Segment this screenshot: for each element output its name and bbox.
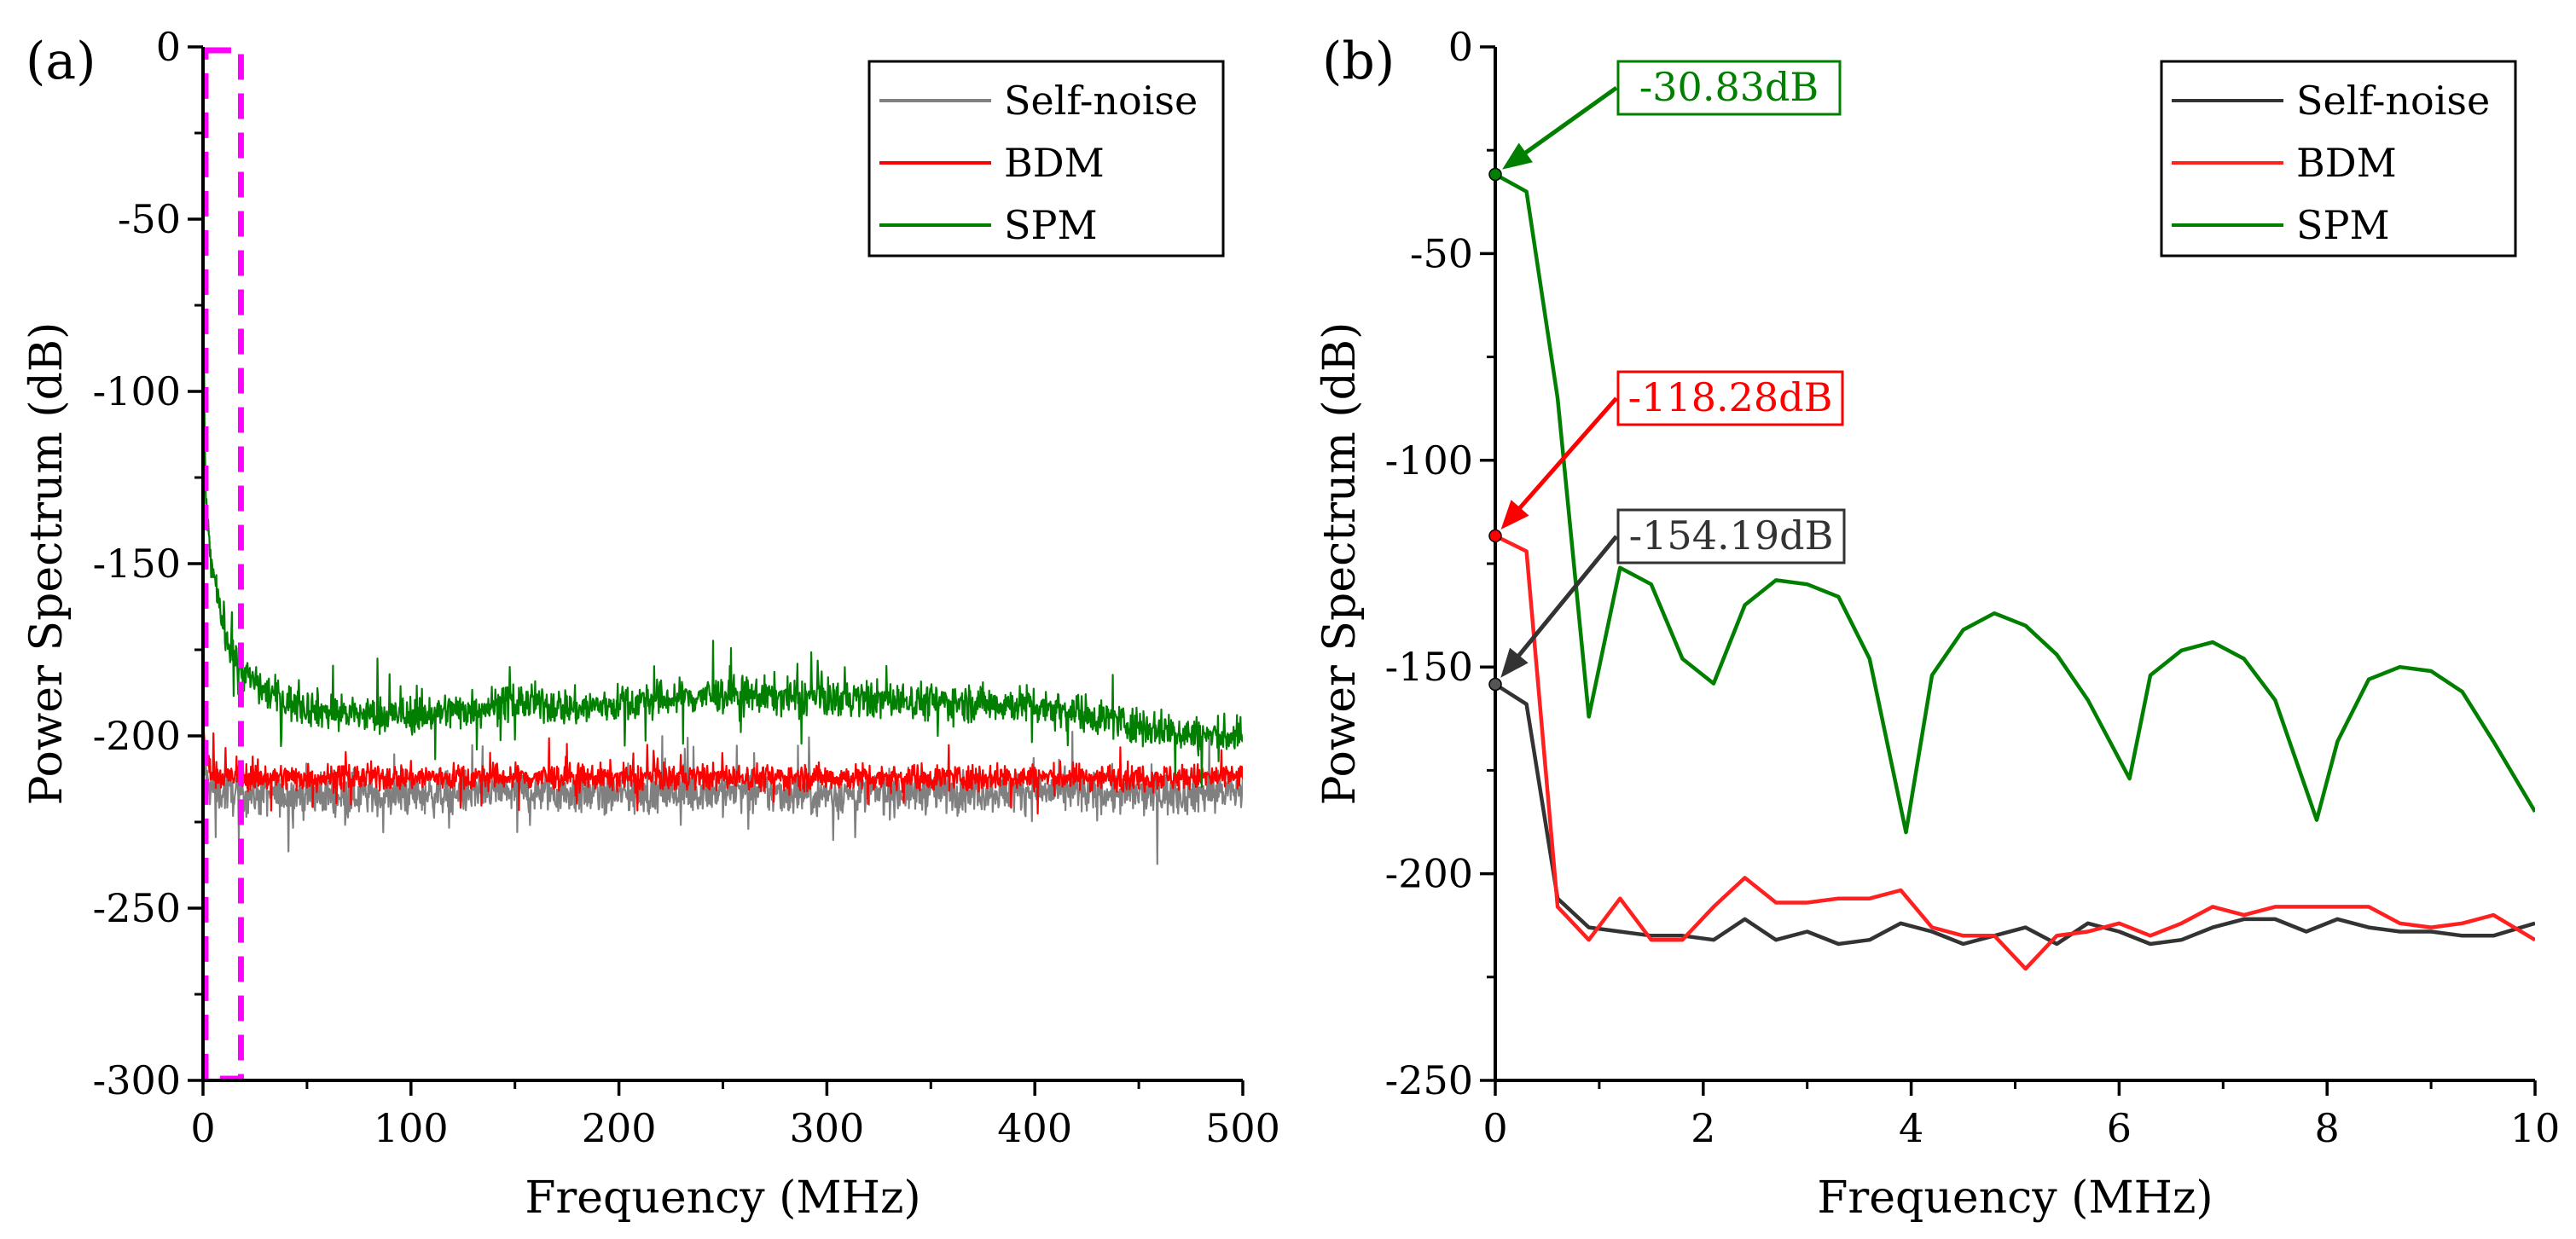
x-tick-label: 300 [789,1105,864,1151]
series-line-spm [1495,172,2535,835]
panel-a: 0 100 200 300 400 500 0 -50 -100 -150 -200 -250 -300… [21,24,1280,1224]
y-tick-label: -250 [1385,1057,1473,1103]
series-line-bdm [1495,534,2535,971]
plot-area [203,285,1243,866]
annotation-label: -30.83dB [1639,64,1819,110]
x-axis-label: Frequency (MHz) [1817,1172,2213,1224]
y-tick-label: 0 [1448,24,1473,70]
annotation-box [1616,370,1844,426]
y-axis-label: Power Spectrum (dB) [21,322,73,806]
panel-label: (b) [1322,32,1395,91]
annotation-label: -154.19dB [1629,512,1834,559]
annotation-box [1616,60,1842,116]
annotation-point [1488,677,1502,692]
x-tick-label: 0 [190,1105,215,1151]
series-line-self-noise [1495,682,2535,947]
legend-label: Self-noise [1004,78,1198,124]
annotation-arrow [1512,535,1618,663]
panel-label: (a) [26,32,96,91]
y-tick-label: -200 [1385,851,1473,897]
panel-b: 0 2 4 6 8 10 0 -50 -100 -150 -200 -250 Frequency (MH… [1314,24,2560,1224]
x-tick-label: 6 [2107,1105,2132,1151]
y-tick-label: -100 [93,368,181,414]
annotation-arrow [1518,85,1618,159]
y-tick-label: -100 [1385,437,1473,483]
annotation-arrowhead [1502,142,1533,170]
annotation-point [1488,167,1502,182]
y-tick-label: -200 [93,713,181,759]
legend-label: BDM [2296,140,2397,186]
x-tick-label: 0 [1482,1105,1507,1151]
y-tick-label: 0 [156,24,181,70]
series-line-bdm [203,727,1243,815]
x-tick-label: 200 [582,1105,657,1151]
legend-label: SPM [1004,202,1098,248]
y-tick-label: -150 [93,541,181,587]
series-line-self-noise [203,730,1243,866]
y-tick-label: -300 [93,1057,181,1103]
legend-label: SPM [2296,202,2390,248]
x-tick-label: 400 [997,1105,1072,1151]
y-tick-label: -50 [118,196,181,242]
x-tick-label: 500 [1205,1105,1280,1151]
x-tick-label: 4 [1899,1105,1923,1151]
y-tick-label: -150 [1385,644,1473,690]
x-axis-label: Frequency (MHz) [525,1172,920,1224]
x-tick-label: 2 [1691,1105,1715,1151]
annotation-arrow [1513,397,1618,515]
x-tick-label: 8 [2315,1105,2340,1151]
annotation-arrowhead [1500,647,1529,678]
legend-label: BDM [1004,140,1105,186]
y-tick-label: -50 [1410,230,1473,276]
x-tick-label: 100 [374,1105,449,1151]
y-tick-label: -250 [93,885,181,931]
x-tick-label: 10 [2510,1105,2561,1151]
legend-label: Self-noise [2296,78,2490,124]
annotation-box [1616,508,1846,564]
series-line-spm [203,285,1243,788]
annotation-point [1488,529,1502,543]
annotation-label: -118.28dB [1628,374,1833,420]
annotation-arrowhead [1500,500,1529,530]
y-axis-label: Power Spectrum (dB) [1314,322,1366,806]
plot-area [1495,172,2535,971]
